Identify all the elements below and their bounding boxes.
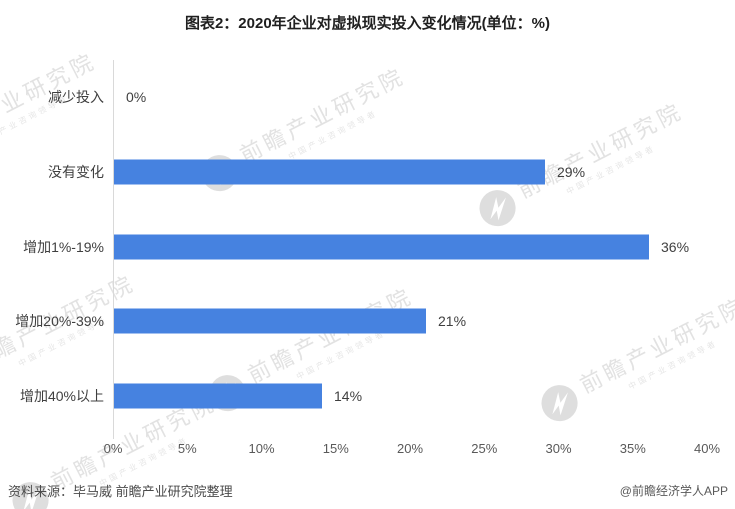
attribution-note: @前瞻经济学人APP	[619, 484, 728, 498]
value-label: 14%	[334, 388, 363, 404]
bar	[114, 159, 545, 185]
x-tick-label: 15%	[322, 441, 349, 456]
x-tick-label: 10%	[248, 441, 275, 456]
x-tick-label: 5%	[177, 441, 197, 456]
value-label: 29%	[557, 164, 586, 180]
x-tick-label: 30%	[545, 441, 572, 456]
category-label: 没有变化	[48, 164, 104, 180]
bar	[114, 234, 649, 260]
x-tick-label: 40%	[693, 441, 721, 456]
x-tick-label: 25%	[471, 441, 498, 456]
bar	[114, 383, 322, 409]
chart-title: 图表2：2020年企业对虚拟现实投入变化情况(单位：%)	[184, 15, 551, 32]
category-label: 增加20%-39%	[15, 313, 104, 329]
x-axis: 0% 5% 10% 15% 20% 25% 30% 35% 40%	[0, 441, 735, 459]
y-axis-line	[113, 60, 114, 433]
category-label: 减少投入	[48, 89, 104, 105]
value-label: 36%	[661, 239, 690, 255]
category-label: 增加1%-19%	[23, 239, 104, 255]
x-axis-zero-tick	[113, 433, 114, 439]
category-label: 增加40%以上	[19, 388, 104, 404]
value-label: 0%	[126, 89, 147, 105]
value-label: 21%	[438, 313, 467, 329]
source-note: 资料来源：毕马威 前瞻产业研究院整理	[8, 484, 233, 499]
bar	[114, 308, 426, 334]
x-tick-label: 20%	[396, 441, 424, 456]
x-tick-label: 35%	[619, 441, 646, 456]
x-tick-label: 0%	[103, 441, 123, 456]
plot-area: 减少投入 0% 没有变化 29% 增加1%-19% 36% 增加20%-39% 21% 增加40…	[0, 60, 735, 439]
